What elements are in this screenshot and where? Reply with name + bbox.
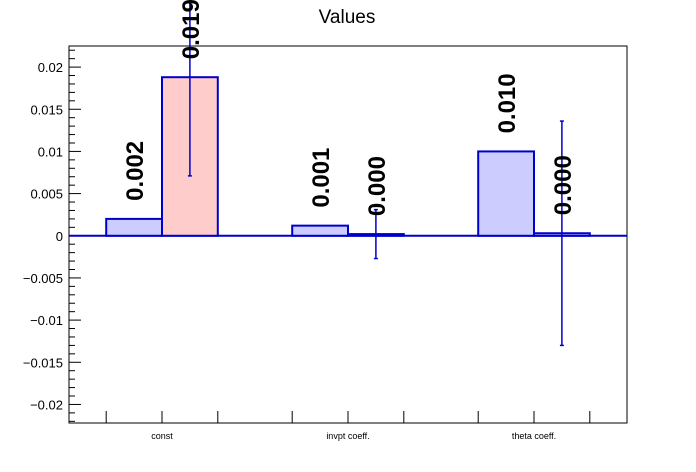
value-label: 0.001: [308, 148, 335, 208]
bar: [291, 224, 350, 237]
x-category-label: theta coeff.: [512, 431, 556, 441]
bar: [477, 150, 536, 237]
x-category-label: const: [151, 431, 173, 441]
y-tick-label: 0.01: [38, 144, 63, 159]
y-tick-label: 0.005: [30, 187, 63, 202]
y-tick-label: 0: [56, 229, 63, 244]
y-tick-label: −0.02: [30, 397, 63, 412]
y-tick-label: 0.015: [30, 102, 63, 117]
y-tick-label: −0.015: [23, 355, 63, 370]
y-tick-label: −0.01: [30, 313, 63, 328]
bars: [105, 0, 591, 347]
value-labels: 0.002 0.001 0.010 0.019 0.000 0.000: [122, 0, 577, 216]
value-label: 0.000: [550, 155, 577, 215]
x-category-label: invpt coeff.: [326, 431, 369, 441]
chart-title: Values: [319, 7, 376, 28]
value-label: 0.000: [364, 156, 391, 216]
value-label: 0.002: [122, 141, 149, 201]
bar: [105, 217, 163, 237]
y-tick-label: 0.02: [38, 60, 63, 75]
y-tick-label: −0.005: [23, 271, 63, 286]
value-label: 0.019: [178, 0, 205, 59]
value-label: 0.010: [494, 73, 521, 133]
